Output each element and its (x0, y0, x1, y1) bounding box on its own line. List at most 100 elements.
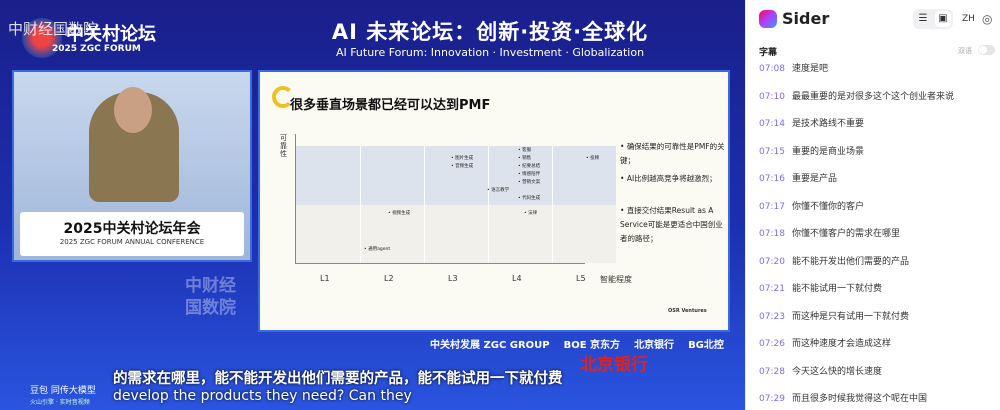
presentation-slide: 很多垂直场景都已经可以达到PMF 可靠性 • 图片生成 • 音频生成 • 客服 … (258, 70, 730, 332)
scenario-item: • 图片生成 (451, 156, 474, 161)
timestamp[interactable]: 07:10 (759, 91, 785, 102)
transcript-text: 而这种速度才会造成这样 (792, 339, 892, 349)
forum-logo-text: 中关村论坛 (66, 24, 156, 45)
section-title: 字幕 (759, 48, 778, 58)
view-toggle: ☰ ▣ (913, 9, 953, 29)
transcript-row[interactable]: 07:14 是技术路线不重要 (759, 116, 864, 129)
language-button[interactable]: ZH (962, 14, 975, 24)
level-label: L3 (448, 274, 458, 283)
title-accent-icon (272, 86, 294, 108)
sponsor-logo: 北京银行 (634, 340, 675, 351)
event-title: AI 未来论坛：创新·投资·全球化 (331, 20, 649, 44)
settings-icon[interactable]: ◎ (982, 12, 993, 26)
timestamp[interactable]: 07:26 (759, 339, 785, 349)
corner-watermark: 中财经国数院 (185, 276, 236, 318)
transcript-row[interactable]: 07:20 能不能开发出他们需要的产品 (759, 254, 909, 267)
slide-bullet: • 直接交付结果Result as A Service可能是更适合中国创业者的路… (620, 206, 723, 243)
timestamp[interactable]: 07:15 (759, 146, 785, 157)
timestamp[interactable]: 07:17 (759, 201, 785, 212)
transcript-row[interactable]: 07:26 而这种速度才会造成这样 (759, 336, 891, 349)
list-view-icon[interactable]: ☰ (918, 13, 928, 24)
transcript-text: 能不能开发出他们需要的产品 (792, 256, 910, 267)
transcript-row[interactable]: 07:21 能不能试用一下就付费 (759, 281, 882, 294)
scenario-item: • 通用agent (364, 247, 391, 252)
transcript-row[interactable]: 07:08 速度是吧 (759, 61, 828, 74)
x-axis-label: 智能程度 (600, 275, 632, 284)
timestamp[interactable]: 07:29 (759, 394, 785, 404)
scenario-item: • 语言教学 (487, 188, 510, 193)
sider-logo-icon (759, 10, 777, 28)
transcript-text: 你懂不懂你的客户 (792, 201, 865, 212)
bilingual-toggle[interactable] (978, 45, 995, 55)
level-label: L2 (384, 274, 394, 283)
event-subtitle: AI Future Forum: Innovation · Investment… (335, 46, 645, 59)
transcript-row[interactable]: 07:18 你懂不懂客户的需求在哪里 (759, 226, 900, 239)
scenario-item: • 销售 (518, 156, 532, 161)
transcript-row[interactable]: 07:29 而且很多时候我觉得这个呢在中国 (759, 391, 927, 404)
llm-tagline: 火山引擎 · 实时音视频 (30, 399, 90, 406)
subtitle-chinese: 的需求在哪里，能不能开发出他们需要的产品，能不能试用一下就付费 (113, 371, 563, 387)
transcript-text: 重要是产品 (792, 174, 838, 184)
slide-bullet: • 确保结果的可靠性是PMF的关键； (620, 142, 725, 165)
timestamp[interactable]: 07:14 (759, 119, 785, 129)
subtitle-view-icon[interactable]: ▣ (935, 11, 951, 27)
sider-panel: Sider ☰ ▣ ZH ◎ 字幕 双语 07:08 速度是吧 07:10 最最重要的… (745, 0, 1000, 410)
divider (552, 146, 553, 263)
podium-title: 2025中关村论坛年会 (63, 221, 201, 237)
sponsor-logos: 中关村发展 ZGC GROUP BOE 京东方 北京银行 BG北控 (430, 336, 738, 351)
timestamp[interactable]: 07:28 (759, 366, 785, 377)
divider (488, 146, 489, 263)
speaker-feed: 2025中关村论坛年会 2025 ZGC FORUM ANNUAL CONFER… (12, 70, 252, 262)
low-reliability-zone (296, 205, 616, 263)
sponsor-logo: 中关村发展 ZGC GROUP (430, 340, 550, 351)
bilingual-label: 双语 (958, 47, 972, 55)
scenario-item: • 投顾 (586, 156, 600, 161)
y-axis-label: 可靠性 (280, 134, 287, 158)
transcript-row[interactable]: 07:28 今天这么快的增长速度 (759, 364, 882, 377)
speaker-head (114, 87, 152, 133)
slide-bullet: • AI比例越高竞争将越激烈； (620, 174, 717, 183)
divider (424, 146, 425, 263)
app-name: Sider (782, 9, 830, 28)
sponsor-logo: BG北控 (688, 340, 724, 351)
transcript-text: 速度是吧 (792, 64, 829, 74)
transcript-row[interactable]: 07:10 最最重要的是对很多这个这个创业者来说 (759, 89, 954, 102)
level-label: L5 (576, 274, 586, 283)
scenario-item: • 客服 (518, 148, 532, 153)
transcript-text: 是技术路线不重要 (792, 119, 865, 129)
transcript-text: 而且很多时候我觉得这个呢在中国 (792, 394, 928, 404)
scenario-matrix: • 图片生成 • 音频生成 • 客服 • 销售 • 纪要总结 • 情感陪伴 • … (295, 134, 616, 264)
scenario-item: • 纪要总结 (518, 164, 541, 169)
timestamp[interactable]: 07:23 (759, 311, 785, 322)
bank-overlay-logo: 北京银行 (580, 355, 648, 375)
transcript-text: 重要的是商业场景 (792, 146, 865, 157)
transcript-row[interactable]: 07:17 你懂不懂你的客户 (759, 199, 864, 212)
forum-logo (22, 18, 62, 58)
high-reliability-zone (296, 146, 616, 205)
subtitle-english: develop the products they need? Can they (113, 388, 412, 404)
timestamp[interactable]: 07:20 (759, 256, 785, 267)
podium-subtitle: 2025 ZGC FORUM ANNUAL CONFERENCE (59, 238, 205, 246)
divider (360, 146, 361, 263)
transcript-row[interactable]: 07:16 重要是产品 (759, 171, 837, 184)
scenario-item: • 情感陪伴 (518, 172, 541, 177)
slide-footer-logo: OSR Ventures (668, 308, 707, 314)
level-label: L1 (320, 274, 330, 283)
watermark: 中财经国数院 (8, 20, 99, 38)
scenario-item: • 营销文案 (518, 180, 541, 185)
transcript-text: 而这种是只有试用一下就付费 (792, 311, 910, 322)
scenario-item: • 视频生成 (388, 211, 411, 216)
video-player[interactable]: 中关村论坛 2025 ZGC FORUM 中财经国数院 AI 未来论坛：创新·投… (0, 0, 745, 410)
transcript-row[interactable]: 07:23 而这种是只有试用一下就付费 (759, 309, 909, 322)
timestamp[interactable]: 07:08 (759, 64, 785, 74)
transcript-row[interactable]: 07:15 重要的是商业场景 (759, 144, 864, 157)
timestamp[interactable]: 07:21 (759, 284, 785, 294)
transcript-text: 最最重要的是对很多这个这个创业者来说 (792, 91, 955, 102)
podium-sign: 2025中关村论坛年会 2025 ZGC FORUM ANNUAL CONFER… (20, 212, 244, 256)
sponsor-logo: BOE 京东方 (563, 340, 621, 351)
slide-title: 很多垂直场景都已经可以达到PMF (290, 98, 491, 113)
scenario-item: • 代码生成 (518, 196, 541, 201)
timestamp[interactable]: 07:18 (759, 229, 785, 239)
forum-logo-en: 2025 ZGC FORUM (52, 44, 141, 54)
timestamp[interactable]: 07:16 (759, 174, 785, 184)
